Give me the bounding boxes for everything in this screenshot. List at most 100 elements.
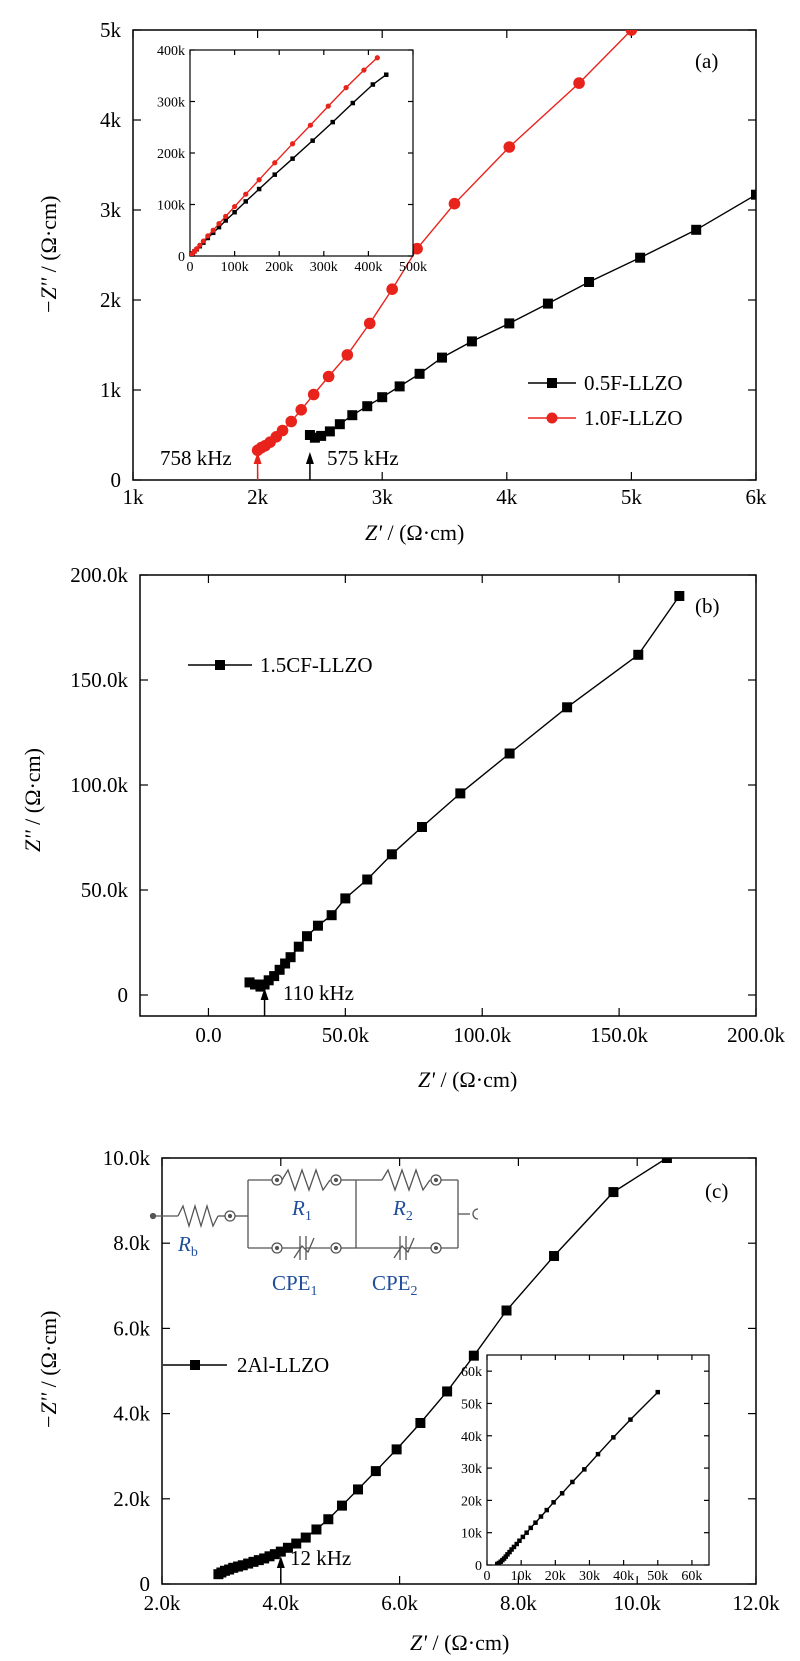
data-point (302, 931, 313, 942)
legend-marker-2Al (190, 1360, 200, 1370)
data-point (511, 1544, 517, 1550)
data-point (611, 1435, 616, 1440)
data-point (542, 298, 553, 309)
x-tick-label: 150.0k (590, 1023, 648, 1047)
data-point (274, 964, 285, 975)
y-tick-label: 50k (461, 1397, 482, 1412)
legend-marker-1.5CF (215, 660, 225, 670)
data-point (528, 1525, 533, 1531)
data-point (414, 368, 425, 379)
x-tick-label: 200k (265, 260, 293, 275)
circuit-label-rb: Rb (177, 1232, 198, 1260)
data-point (448, 197, 461, 210)
annotation-758kHz: 758 kHz (160, 446, 232, 470)
panel-a-series (251, 30, 756, 457)
node-cpe1-left-dot (274, 1245, 280, 1251)
legend-label-1.5CF: 1.5CF-LLZO (260, 653, 373, 677)
data-point (275, 1546, 286, 1557)
panel-b-x-axis-label: Z' / (Ω·cm) (418, 1067, 517, 1092)
y-tick-label: 60k (461, 1365, 482, 1380)
annotation-12kHz: 12 kHz (290, 1546, 351, 1570)
panel-a-inset: 0 100k 200k 300k 400k 500k 0 100k 200k 300k 400k (157, 44, 427, 275)
data-point (415, 1417, 426, 1428)
data-point (285, 952, 296, 963)
panel-c-series (213, 1158, 672, 1580)
x-tick-label: 2k (247, 485, 269, 509)
panel-c-plot-frame (161, 1157, 757, 1585)
data-point (276, 424, 289, 437)
data-point (538, 1514, 544, 1519)
data-point (386, 283, 398, 296)
series-2Al-LLZO (213, 1158, 672, 1580)
x-tick-label: 4k (496, 485, 518, 509)
y-tick-label: 0 (178, 250, 185, 265)
data-point (309, 432, 320, 443)
legend-label-1.0F: 1.0F-LLZO (584, 406, 683, 430)
data-point (661, 1158, 672, 1163)
data-point (466, 336, 477, 347)
data-point (264, 1551, 275, 1562)
data-point (243, 1558, 254, 1569)
data-point (573, 77, 585, 89)
data-point (316, 430, 327, 441)
x-tick-label: 6.0k (381, 1591, 418, 1615)
data-point (256, 186, 262, 192)
panel-b: 0.0 50.0k 100.0k 150.0k 200.0k 0 50.0k 100.0k 15… (20, 563, 785, 1092)
x-tick-label: 20k (545, 1569, 566, 1584)
data-point (655, 1389, 661, 1395)
panel-c-inset-frame (486, 1354, 710, 1566)
data-point (340, 893, 351, 904)
data-point (282, 1542, 293, 1553)
x-tick-label: 50.0k (322, 1023, 370, 1047)
series-0.5F-LLZO (304, 189, 756, 443)
data-point (223, 213, 229, 219)
data-point (386, 849, 397, 860)
x-tick-label: 50k (647, 1569, 668, 1584)
x-tick-label: 40k (613, 1569, 634, 1584)
data-point (343, 84, 349, 91)
y-tick-label: 200k (157, 147, 185, 162)
x-tick-label: 500k (399, 260, 427, 275)
arrow-12kHz (276, 1556, 285, 1568)
x-tick-label: 10k (511, 1569, 532, 1584)
y-tick-label: 6.0k (113, 1316, 150, 1340)
panel-a-plot-frame (132, 29, 757, 481)
data-point (361, 67, 367, 73)
y-tick-label: 10.0k (103, 1146, 151, 1170)
data-point (326, 910, 337, 921)
data-point (504, 748, 515, 759)
data-point (411, 242, 423, 255)
series-1.5CF-LLZO (244, 591, 685, 992)
data-point (507, 1549, 512, 1555)
node-cpe2-right-dot (433, 1245, 439, 1251)
y-tick-label: 0 (118, 983, 129, 1007)
panel-c: 2.0k 4.0k 6.0k 8.0k 10.0k 12.0k02.0k4.0k6.0k8… (36, 1146, 780, 1655)
data-point (363, 317, 376, 330)
data-point (269, 971, 280, 982)
data-point (503, 1554, 509, 1559)
data-point (635, 252, 646, 263)
equivalent-circuit-diagram (149, 1168, 479, 1260)
x-tick-label: 3k (372, 485, 394, 509)
data-point (595, 1451, 601, 1457)
data-point (625, 30, 638, 36)
data-point (231, 203, 238, 210)
panel-a-label: (a) (695, 49, 718, 73)
legend-label-2Al: 2Al-LLZO (237, 1353, 329, 1377)
y-tick-label: 100k (157, 199, 185, 214)
data-point (269, 1549, 280, 1560)
x-tick-label: 8.0k (500, 1591, 537, 1615)
panel-c-ticks: 2.0k 4.0k 6.0k 8.0k 10.0k 12.0k02.0k4.0k6.0k8… (103, 1146, 780, 1615)
resistor-r2 (381, 1168, 431, 1192)
y-tick-label: 2.0k (113, 1487, 150, 1511)
panel-b-series (244, 591, 685, 992)
x-tick-label: 4.0k (262, 1591, 299, 1615)
panel-c-legend: 2Al-LLZO (163, 1353, 329, 1377)
data-point (285, 415, 298, 428)
panel-c-y-axis-label: −Z'' / (Ω·cm) (36, 1311, 61, 1430)
x-tick-label: 200.0k (727, 1023, 785, 1047)
data-point (582, 1467, 587, 1472)
data-point (551, 1500, 556, 1505)
x-tick-label: 6k (746, 485, 768, 509)
panel-c-label: (c) (705, 1179, 728, 1203)
